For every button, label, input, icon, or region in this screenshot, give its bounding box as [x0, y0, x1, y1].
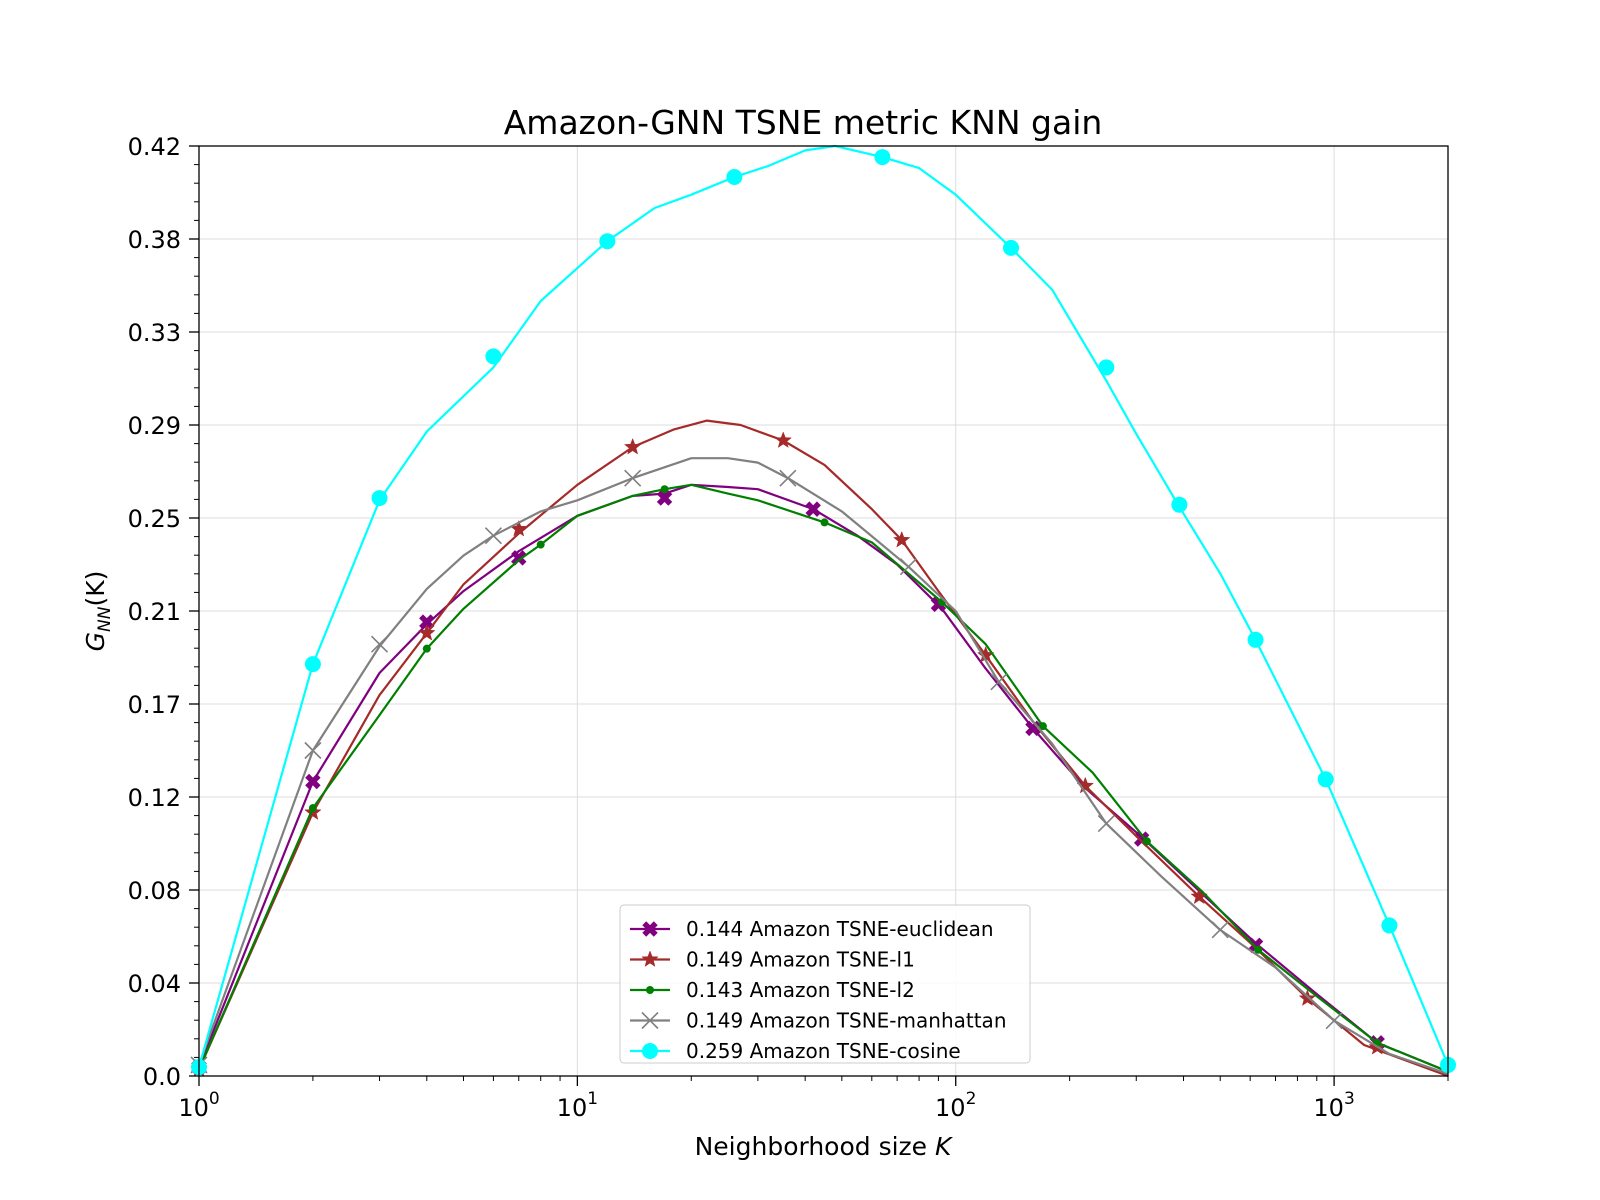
- data-point: [1381, 917, 1398, 934]
- data-point: [774, 431, 792, 448]
- series-line: [197, 483, 1449, 1073]
- y-tick-label: 0.12: [128, 784, 181, 812]
- data-point: [422, 644, 431, 653]
- data-point: [1171, 496, 1188, 513]
- data-point: [1142, 837, 1151, 846]
- y-tick-label: 0.38: [128, 226, 181, 254]
- legend-marker: [642, 1043, 658, 1059]
- data-point: [304, 656, 321, 673]
- data-point: [1325, 1012, 1343, 1030]
- data-point: [1317, 771, 1334, 788]
- legend-entry: 0.259 Amazon TSNE-cosine: [630, 1039, 961, 1063]
- data-point: [536, 540, 545, 549]
- x-tick-label: 102: [935, 1089, 976, 1122]
- legend-marker: [641, 950, 659, 967]
- y-tick-label: 0.17: [128, 691, 181, 719]
- legend-entry: 0.143 Amazon TSNE-l2: [630, 978, 915, 1002]
- x-axis-label-text: Neighborhood size: [695, 1132, 935, 1161]
- y-tick-label: 0.21: [128, 598, 181, 626]
- data-point: [485, 348, 502, 365]
- y-tick-label: 0.42: [128, 133, 181, 161]
- data-point: [304, 741, 322, 760]
- y-tick-label: 0.29: [128, 412, 181, 440]
- series-3: [190, 457, 1449, 1075]
- series-4: [191, 144, 1456, 1076]
- data-point: [874, 149, 891, 166]
- data-point: [1098, 359, 1115, 376]
- legend-label: 0.144 Amazon TSNE-euclidean: [686, 917, 994, 941]
- y-tick-label: 0.0: [143, 1063, 181, 1091]
- data-point: [805, 501, 821, 517]
- data-point: [484, 527, 502, 545]
- data-point: [892, 530, 911, 548]
- data-point: [1247, 631, 1264, 648]
- y-tick-label: 0.08: [128, 877, 181, 905]
- y-tick-label: 0.25: [128, 505, 181, 533]
- data-point: [1211, 921, 1229, 939]
- axis-ticks: 0.0 0.04 0.08 0.12 0.17 0.21 0.25 0.29 0.33 0.38 0…: [128, 133, 1449, 1122]
- legend-frame: [619, 904, 1031, 1064]
- legend-entry: 0.149 Amazon TSNE-l1: [630, 948, 915, 972]
- x-axis-label: Neighborhood size K: [695, 1132, 954, 1161]
- x-tick-label: 100: [178, 1089, 219, 1122]
- data-point: [308, 804, 317, 813]
- y-tick-label: 0.04: [128, 970, 181, 998]
- data-point: [623, 437, 642, 455]
- data-point: [1003, 239, 1020, 256]
- series-layer: [190, 144, 1456, 1078]
- data-point: [370, 635, 389, 653]
- legend-entry: 0.144 Amazon TSNE-euclidean: [630, 917, 994, 941]
- data-point: [1254, 945, 1263, 954]
- x-tick-label: 101: [557, 1089, 598, 1122]
- data-point: [726, 169, 743, 185]
- data-point: [990, 673, 1008, 691]
- legend-marker: [641, 1011, 659, 1030]
- legend-marker: [642, 921, 658, 937]
- data-point: [779, 469, 797, 487]
- y-axis-label-main: G: [81, 632, 110, 651]
- data-point: [660, 485, 669, 494]
- data-point: [1097, 815, 1115, 833]
- data-point: [599, 233, 616, 250]
- data-point: [1038, 722, 1047, 731]
- y-tick-label: 0.33: [128, 319, 181, 347]
- chart-title: Amazon-GNN TSNE metric KNN gain: [504, 103, 1103, 142]
- legend: 0.144 Amazon TSNE-euclidean 0.149 Amazon …: [619, 904, 1031, 1064]
- x-tick-label: 103: [1313, 1089, 1354, 1122]
- legend-marker: [646, 986, 654, 994]
- data-point: [418, 623, 436, 641]
- data-point: [305, 773, 321, 790]
- legend-label: 0.149 Amazon TSNE-manhattan: [686, 1009, 1007, 1033]
- data-point: [371, 490, 388, 507]
- data-point: [656, 490, 673, 506]
- y-axis-label: GNN(K): [81, 571, 115, 652]
- data-point: [899, 558, 918, 576]
- data-point: [624, 469, 642, 487]
- legend-entry: 0.149 Amazon TSNE-manhattan: [630, 1009, 1007, 1033]
- y-axis-label-sub: NN: [95, 606, 115, 632]
- data-point: [820, 518, 829, 527]
- x-axis-label-var: K: [935, 1132, 954, 1161]
- legend-label: 0.143 Amazon TSNE-l2: [686, 978, 915, 1002]
- y-axis-label-arg: (K): [81, 571, 110, 607]
- legend-label: 0.259 Amazon TSNE-cosine: [686, 1039, 961, 1063]
- legend-label: 0.149 Amazon TSNE-l1: [686, 948, 915, 972]
- data-point: [511, 550, 527, 566]
